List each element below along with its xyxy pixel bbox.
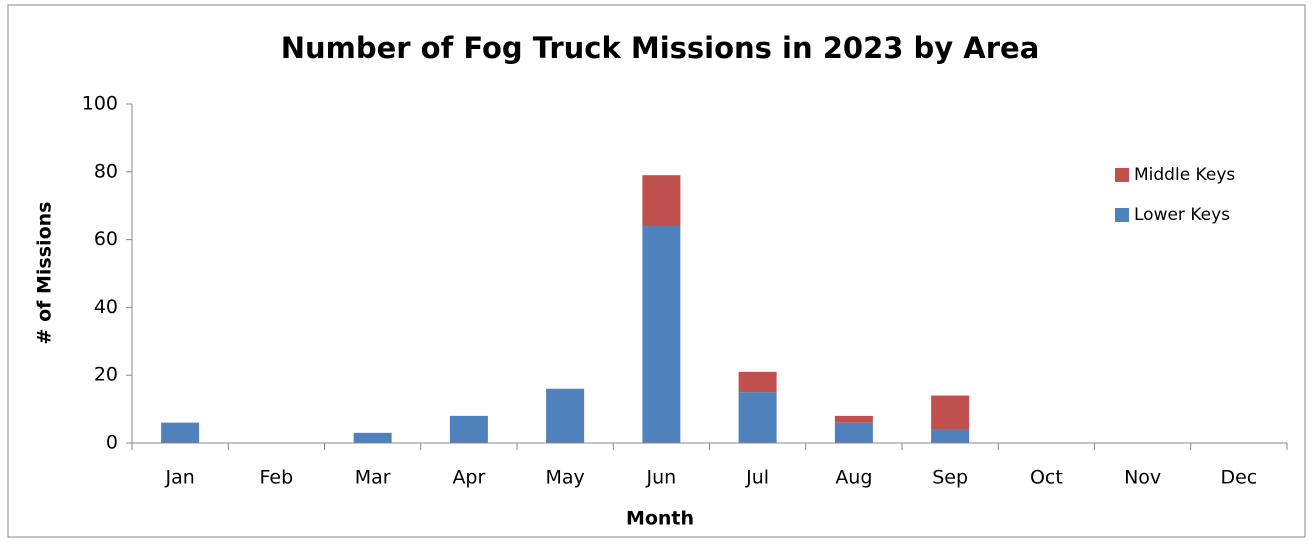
legend-label: Lower Keys: [1134, 205, 1230, 225]
x-tick-label: Apr: [452, 467, 485, 489]
bar: [834, 422, 873, 443]
legend-swatch: [1115, 168, 1129, 182]
y-tick-label: 20: [94, 364, 118, 386]
bar: [642, 226, 681, 443]
x-tick-label: Jul: [745, 467, 769, 489]
bar: [161, 422, 200, 443]
x-tick-label: Oct: [1030, 467, 1063, 489]
x-tick-label: May: [545, 467, 584, 489]
bar: [738, 392, 777, 443]
legend-label: Middle Keys: [1134, 165, 1235, 185]
x-tick-label: Dec: [1220, 467, 1257, 489]
x-tick-label: Sep: [932, 467, 968, 489]
y-tick-label: 0: [106, 432, 118, 454]
bar: [546, 388, 585, 443]
bar: [931, 395, 970, 430]
bar: [353, 432, 392, 443]
bar: [449, 415, 488, 443]
chart-title: Number of Fog Truck Missions in 2023 by …: [281, 31, 1040, 65]
y-axis-label: # of Missions: [34, 202, 56, 345]
x-tick-label: Nov: [1124, 467, 1161, 489]
x-tick-label: Jan: [164, 467, 194, 489]
bar: [738, 371, 777, 393]
y-tick-label: 80: [94, 160, 118, 182]
y-tick-label: 40: [94, 296, 118, 318]
y-tick-label: 100: [82, 93, 118, 115]
bar: [834, 415, 873, 423]
bar: [642, 175, 681, 227]
x-tick-label: Mar: [355, 467, 391, 489]
x-axis-label: Month: [626, 508, 694, 530]
x-tick-label: Jun: [646, 467, 677, 489]
bar: [931, 429, 970, 443]
x-tick-label: Aug: [835, 467, 872, 489]
y-tick-label: 60: [94, 228, 118, 250]
x-tick-label: Feb: [260, 467, 294, 489]
legend-swatch: [1115, 208, 1129, 222]
